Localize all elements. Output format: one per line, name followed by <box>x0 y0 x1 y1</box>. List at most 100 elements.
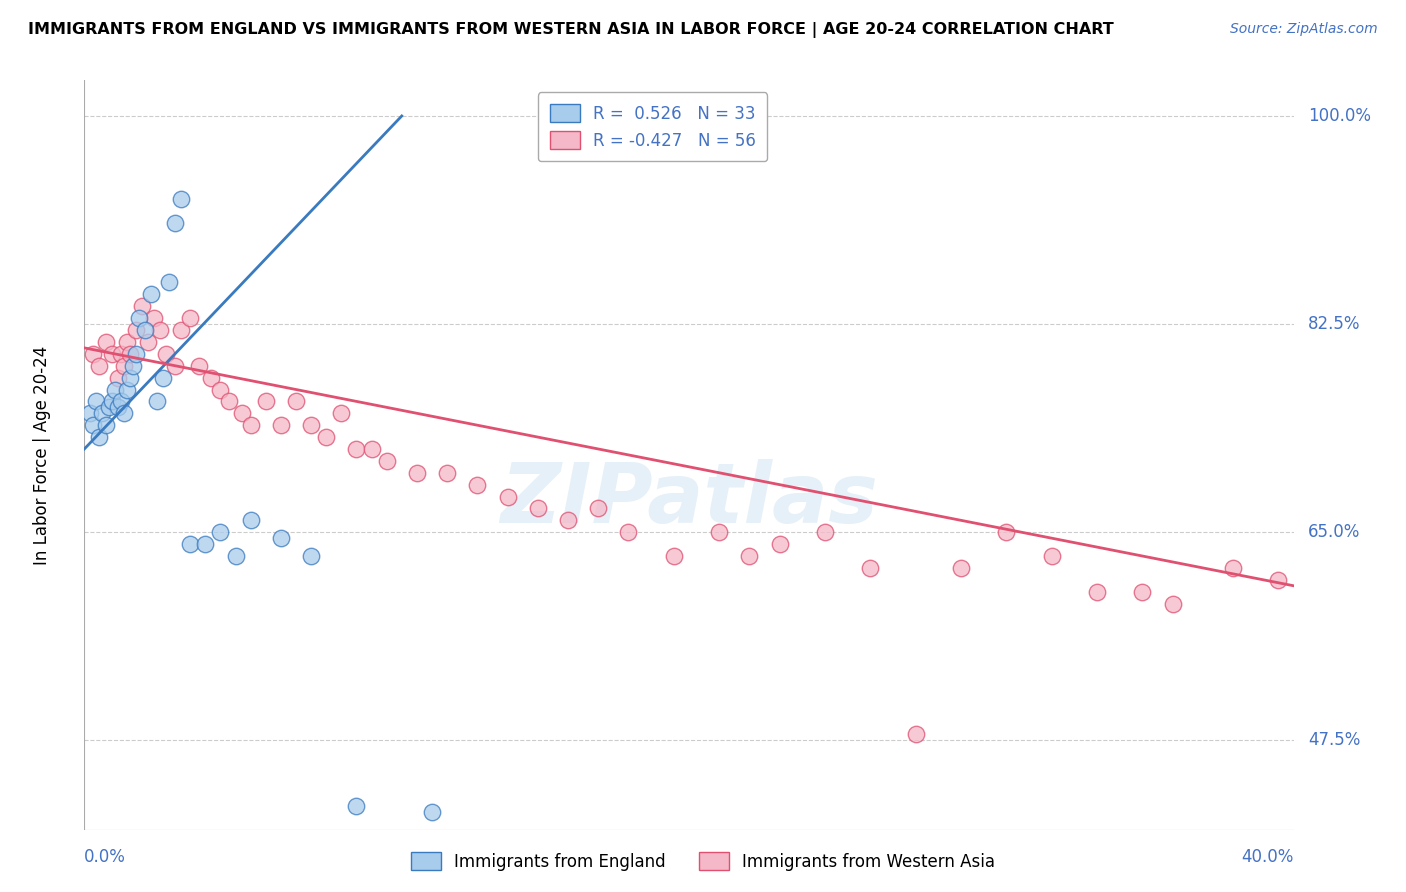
Point <box>299 549 322 563</box>
Point <box>89 359 111 373</box>
Point <box>814 525 837 540</box>
Point <box>1267 573 1289 587</box>
Point <box>239 418 262 433</box>
Point <box>1040 549 1063 563</box>
Point <box>125 347 148 361</box>
Text: 47.5%: 47.5% <box>1308 731 1361 749</box>
Point <box>82 418 104 433</box>
Point <box>467 477 489 491</box>
Point <box>125 323 148 337</box>
Point <box>527 501 550 516</box>
Point <box>136 334 159 349</box>
Point <box>330 406 353 420</box>
Point <box>406 466 429 480</box>
Point <box>128 311 150 326</box>
Point <box>112 359 135 373</box>
Text: IMMIGRANTS FROM ENGLAND VS IMMIGRANTS FROM WESTERN ASIA IN LABOR FORCE | AGE 20-: IMMIGRANTS FROM ENGLAND VS IMMIGRANTS FR… <box>28 22 1114 38</box>
Point <box>110 394 132 409</box>
Point <box>165 359 187 373</box>
Point <box>709 525 731 540</box>
Legend: Immigrants from England, Immigrants from Western Asia: Immigrants from England, Immigrants from… <box>402 844 1004 880</box>
Point <box>94 334 117 349</box>
Point <box>107 370 129 384</box>
Point <box>496 490 519 504</box>
Point <box>179 537 201 551</box>
Point <box>557 513 579 527</box>
Point <box>299 418 322 433</box>
Point <box>859 561 882 575</box>
Point <box>617 525 640 540</box>
Point <box>270 418 292 433</box>
Point <box>142 311 165 326</box>
Point <box>157 276 180 290</box>
Point <box>155 347 177 361</box>
Point <box>1222 561 1244 575</box>
Point <box>662 549 685 563</box>
Point <box>146 394 169 409</box>
Point <box>170 323 193 337</box>
Point <box>112 406 135 420</box>
Point <box>179 311 201 326</box>
Point <box>1132 584 1154 599</box>
Point <box>270 531 292 545</box>
Point <box>1161 597 1184 611</box>
Point <box>904 727 927 741</box>
Point <box>100 347 122 361</box>
Point <box>769 537 792 551</box>
Point <box>97 401 120 415</box>
Point <box>1085 584 1108 599</box>
Point <box>588 501 610 516</box>
Text: 100.0%: 100.0% <box>1308 107 1371 125</box>
Point <box>91 406 114 420</box>
Point <box>134 323 156 337</box>
Point <box>118 347 141 361</box>
Point <box>107 401 129 415</box>
Point <box>254 394 277 409</box>
Point <box>149 323 172 337</box>
Point <box>950 561 973 575</box>
Point <box>139 287 162 301</box>
Point <box>118 370 141 384</box>
Text: 82.5%: 82.5% <box>1308 315 1361 333</box>
Point <box>100 394 122 409</box>
Point <box>285 394 308 409</box>
Point <box>346 798 368 813</box>
Point <box>79 406 101 420</box>
Point <box>231 406 253 420</box>
Point <box>115 383 138 397</box>
Point <box>131 299 153 313</box>
Text: Source: ZipAtlas.com: Source: ZipAtlas.com <box>1230 22 1378 37</box>
Point <box>209 383 232 397</box>
Point <box>188 359 211 373</box>
Point <box>436 466 458 480</box>
Point <box>152 370 174 384</box>
Point <box>346 442 368 456</box>
Text: In Labor Force | Age 20-24: In Labor Force | Age 20-24 <box>32 345 51 565</box>
Point <box>104 383 127 397</box>
Text: 0.0%: 0.0% <box>84 848 127 866</box>
Point <box>115 334 138 349</box>
Point <box>94 418 117 433</box>
Point <box>200 370 222 384</box>
Point <box>239 513 262 527</box>
Point <box>738 549 761 563</box>
Text: ZIPatlas: ZIPatlas <box>501 459 877 541</box>
Point <box>995 525 1018 540</box>
Point <box>225 549 247 563</box>
Point <box>170 192 193 206</box>
Point <box>121 359 143 373</box>
Text: 65.0%: 65.0% <box>1308 524 1361 541</box>
Point <box>209 525 232 540</box>
Point <box>194 537 217 551</box>
Point <box>82 347 104 361</box>
Point <box>420 805 443 819</box>
Point <box>165 216 187 230</box>
Point <box>360 442 382 456</box>
Point <box>86 394 108 409</box>
Text: 40.0%: 40.0% <box>1241 848 1294 866</box>
Point <box>315 430 337 444</box>
Point <box>218 394 240 409</box>
Point <box>110 347 132 361</box>
Point <box>375 454 398 468</box>
Legend: R =  0.526   N = 33, R = -0.427   N = 56: R = 0.526 N = 33, R = -0.427 N = 56 <box>538 93 768 161</box>
